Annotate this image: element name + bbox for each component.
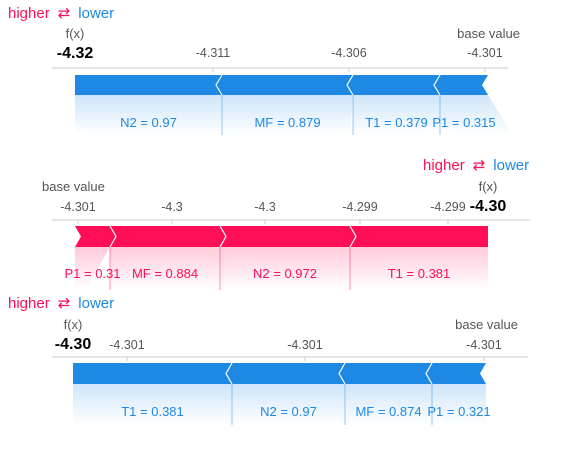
bar-segment [426,363,486,384]
fx-value: -4.30 [470,198,507,215]
segment-separator [346,74,354,96]
tick-label: -4.301 [109,338,144,352]
tick-label: -4.301 [287,338,322,352]
feature-label: P1 = 0.315 [432,115,495,130]
force-plot-1: higher ⇄ lower f(x) -4.32 base value -4.311 -4.… [8,5,520,135]
legend-higher: higher [8,5,50,22]
feature-label: N2 = 0.97 [260,404,317,419]
effect-fade [73,384,232,425]
bar-segment [75,226,116,247]
tick-label: -4.3 [254,200,276,214]
legend-lower: lower [78,5,114,22]
bar-segment [434,75,488,95]
legend-arrow-icon: ⇄ [473,157,486,174]
tick-label: -4.311 [196,46,231,60]
bar-segment [110,226,226,247]
legend-lower: lower [78,295,114,312]
legend-higher: higher [8,295,50,312]
legend-higher: higher [423,157,465,174]
effect-fade [350,247,488,290]
feature-label: MF = 0.874 [355,404,421,419]
fx-value: -4.30 [55,336,92,353]
feature-label: T1 = 0.381 [121,404,184,419]
bar-segment [339,363,432,384]
segment-separator [425,362,433,385]
bar-segment [350,226,488,247]
base-value-label: base value [455,317,518,332]
bar-segment [216,75,353,95]
legend: higher ⇄ lower [8,295,114,312]
legend-arrow-icon: ⇄ [58,295,71,312]
fx-value: -4.32 [57,45,94,62]
feature-label: N2 = 0.97 [120,115,177,130]
tick-label: -4.299 [430,200,465,214]
effect-fade [232,384,345,425]
bar-segment [220,226,356,247]
tick-label: -4.301 [60,200,95,214]
fx-label: f(x) [479,179,498,194]
base-value-label: base value [42,179,105,194]
tick-label: -4.306 [331,46,366,60]
base-value-label: base value [457,26,520,41]
effect-fade [432,384,486,425]
fx-label: f(x) [66,26,85,41]
fx-label: f(x) [64,317,83,332]
effect-fade [75,95,222,135]
feature-label: MF = 0.884 [132,266,198,281]
segment-separator [349,225,357,248]
force-plot-3: higher ⇄ lower f(x) -4.30 base value -4.301 -4.… [8,295,528,425]
tick-label: -4.299 [342,200,377,214]
feature-label: T1 = 0.379 [365,115,428,130]
segment-separator [215,74,223,96]
tick-label: -4.301 [466,338,501,352]
legend-arrow-icon: ⇄ [58,5,71,22]
effect-fade [353,95,440,135]
bar-segment [226,363,345,384]
tick-label: -4.301 [467,46,502,60]
segment-separator [338,362,346,385]
feature-label: P1 = 0.321 [427,404,490,419]
force-plot-2: higher ⇄ lower f(x) -4.30 base value -4.301 -4.… [42,157,530,290]
feature-label: P1 = 0.31 [64,266,120,281]
effect-fade [345,384,432,425]
bar-segment [75,75,222,95]
feature-label: T1 = 0.381 [388,266,451,281]
effect-fade [222,95,353,135]
effect-fade [110,247,220,290]
segment-separator [433,74,441,96]
legend: higher ⇄ lower [8,5,114,22]
legend-lower: lower [493,157,529,174]
legend: higher ⇄ lower [423,157,529,174]
bar-segment [347,75,440,95]
effect-fade [440,95,513,135]
segment-separator [225,362,233,385]
feature-label: N2 = 0.972 [253,266,317,281]
segment-separator [219,225,227,248]
feature-label: MF = 0.879 [254,115,320,130]
effect-fade [220,247,350,290]
bar-segment [73,363,232,384]
tick-label: -4.3 [161,200,183,214]
effect-fade [75,247,110,290]
segment-separator [109,225,117,248]
